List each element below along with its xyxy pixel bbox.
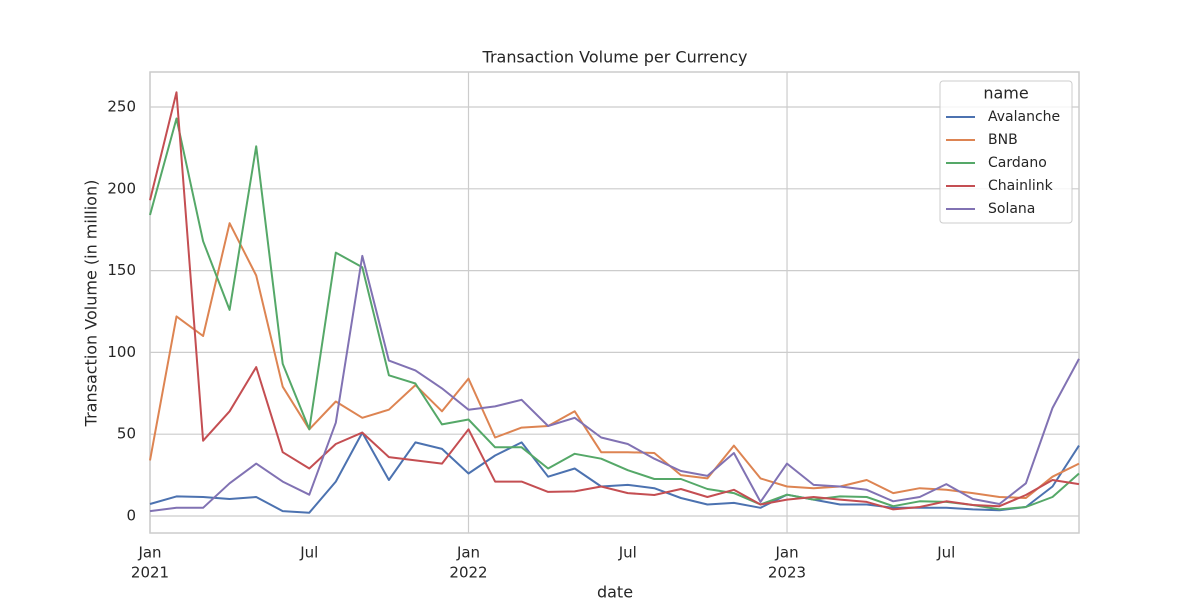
x-tick-year: 2022 [449,564,487,582]
series-line [149,117,1080,511]
legend-title: name [983,84,1028,103]
y-tick-label: 200 [107,179,136,197]
x-axis-label: date [597,583,633,600]
y-tick-label: 150 [107,261,136,279]
y-tick-label: 100 [107,343,136,361]
x-tick-label: Jul [936,544,955,562]
x-tick-label: Jul [618,544,637,562]
legend-label: Solana [988,201,1035,217]
x-tick-year: 2021 [131,564,169,582]
x-tick-label: Jan [774,544,798,562]
x-tick-label: Jan [137,544,161,562]
legend-label: Chainlink [988,178,1054,194]
y-tick-label: 250 [107,98,136,116]
y-tick-label: 0 [126,506,136,524]
series-line [149,222,1080,499]
legend-label: BNB [988,132,1018,148]
x-tick-label: Jul [299,544,318,562]
x-tick-label: Jan [456,544,480,562]
series-line [149,91,1080,511]
series-line [149,254,1080,513]
y-axis-label: Transaction Volume (in million) [82,180,101,428]
plot-frame [149,71,1080,534]
legend-label: Avalanche [988,109,1060,125]
legend-label: Cardano [988,155,1047,171]
series-line [149,431,1080,514]
y-tick-label: 50 [117,425,136,443]
x-tick-year: 2023 [768,564,806,582]
chart-title: Transaction Volume per Currency [482,48,748,67]
